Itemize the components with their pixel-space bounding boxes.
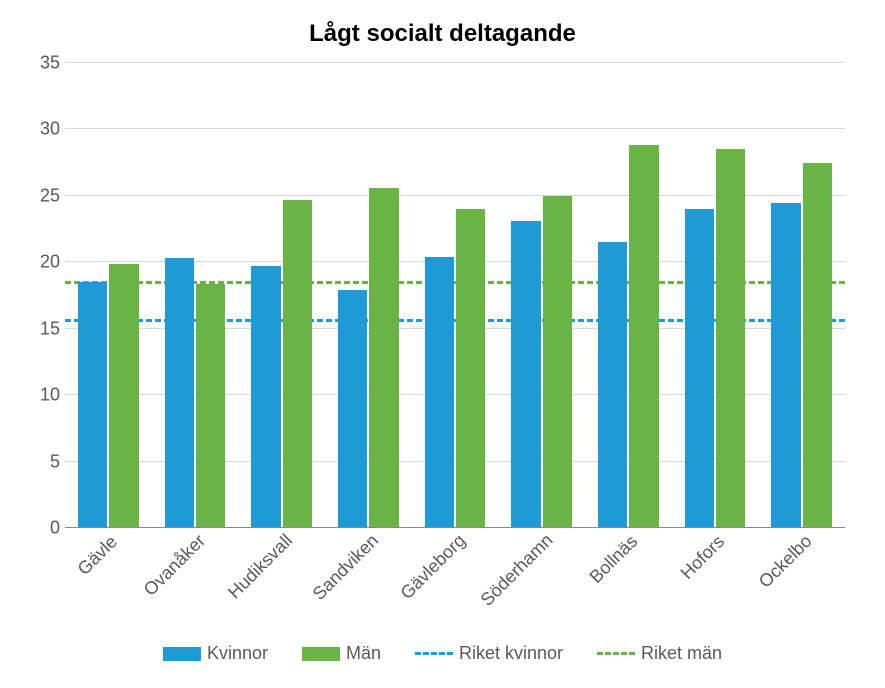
legend-label: Riket män	[641, 643, 722, 664]
y-tick-label: 15	[40, 318, 60, 339]
y-tick-label: 10	[40, 385, 60, 406]
legend-swatch	[302, 647, 340, 661]
x-axis-labels: Gävle OvanåkerHudiksvallSandvikenGävlebor…	[65, 528, 845, 643]
chart-title: Lågt socialt deltagande	[30, 20, 855, 48]
bar	[369, 188, 398, 528]
bar	[685, 209, 714, 528]
y-tick-label: 35	[40, 53, 60, 74]
x-tick-label: Hudiksvall	[224, 530, 297, 603]
category-group	[758, 63, 845, 528]
category-group	[152, 63, 239, 528]
y-axis: 05101520253035	[30, 63, 65, 528]
bar	[543, 196, 572, 528]
legend: Kvinnor Män Riket kvinnor Riket män	[30, 643, 855, 664]
x-tick-label: Söderhamn	[476, 530, 557, 611]
category-group	[672, 63, 759, 528]
category-group	[325, 63, 412, 528]
bar	[771, 203, 800, 529]
category-group	[412, 63, 499, 528]
bar	[511, 221, 540, 528]
bar	[283, 200, 312, 528]
bar	[716, 149, 745, 528]
legend-item: Kvinnor	[163, 643, 268, 664]
bar	[456, 209, 485, 528]
legend-line-swatch	[597, 652, 635, 655]
category-group	[585, 63, 672, 528]
bar	[425, 257, 454, 528]
bar	[803, 163, 832, 528]
x-tick-label: Hofors	[677, 531, 729, 583]
bar	[598, 242, 627, 528]
bar	[109, 264, 138, 528]
x-tick-label: Ockelbo	[754, 531, 816, 593]
legend-label: Män	[346, 643, 381, 664]
y-tick-label: 20	[40, 252, 60, 273]
category-group	[498, 63, 585, 528]
plot-area: 05101520253035	[65, 63, 845, 528]
x-tick-label: Gävleborg	[396, 530, 470, 604]
y-tick-label: 25	[40, 185, 60, 206]
bars-region	[65, 63, 845, 528]
x-tick-label: Bollnäs	[586, 531, 643, 588]
category-group	[65, 63, 152, 528]
bar	[196, 284, 225, 528]
legend-item: Män	[302, 643, 381, 664]
category-group	[238, 63, 325, 528]
legend-swatch	[163, 647, 201, 661]
y-tick-label: 5	[50, 451, 60, 472]
y-tick-label: 0	[50, 518, 60, 539]
legend-label: Kvinnor	[207, 643, 268, 664]
bar	[251, 266, 280, 528]
bar	[78, 282, 107, 528]
legend-line-swatch	[415, 652, 453, 655]
bar	[338, 290, 367, 528]
y-tick-label: 30	[40, 119, 60, 140]
x-tick-label: Ovanåker	[140, 530, 210, 600]
legend-label: Riket kvinnor	[459, 643, 563, 664]
bar	[629, 145, 658, 528]
legend-item: Riket män	[597, 643, 722, 664]
x-tick-label: Gävle	[74, 532, 122, 580]
chart-container: Lågt socialt deltagande 05101520253035 G…	[0, 0, 885, 688]
x-tick-label: Sandviken	[309, 530, 383, 604]
legend-item: Riket kvinnor	[415, 643, 563, 664]
bar	[165, 258, 194, 528]
